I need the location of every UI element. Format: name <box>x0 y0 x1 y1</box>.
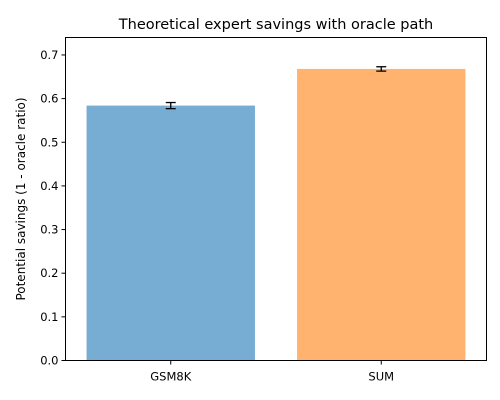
x-tick-label-sum: SUM <box>368 370 394 384</box>
y-tick-label: 0.7 <box>40 48 58 62</box>
chart-title: Theoretical expert savings with oracle p… <box>118 17 433 33</box>
y-tick-label: 0.3 <box>40 223 58 237</box>
y-tick-label: 0.6 <box>40 92 58 106</box>
bars-layer <box>86 68 466 361</box>
y-tick-label: 0.0 <box>40 354 58 368</box>
y-axis-ticks: 0.0 0.1 0.2 0.3 0.4 0.5 0.6 0.7 <box>40 48 66 368</box>
x-tick-label-gsm8k: GSM8K <box>150 370 191 384</box>
bar-sum <box>297 68 466 361</box>
y-tick-label: 0.5 <box>40 135 58 149</box>
x-axis-ticks: GSM8K SUM <box>150 360 394 384</box>
error-bar-gsm8k <box>165 101 176 110</box>
error-bar-sum <box>376 66 387 72</box>
y-axis-label: Potential savings (1 - oracle ratio) <box>14 97 28 300</box>
y-tick-label: 0.2 <box>40 266 58 280</box>
y-tick-label: 0.4 <box>40 179 58 193</box>
plot-frame <box>65 37 487 361</box>
bar-gsm8k <box>86 105 255 361</box>
y-tick-label: 0.1 <box>40 310 58 324</box>
error-bars-layer <box>165 66 387 110</box>
